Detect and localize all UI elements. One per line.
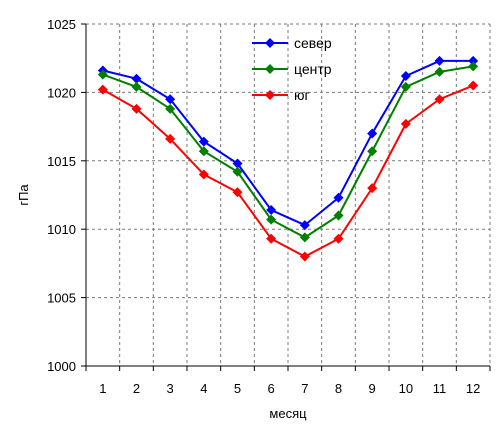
series-2-point <box>367 183 378 194</box>
axes <box>81 23 491 371</box>
series-0-point <box>367 128 378 139</box>
x-tick-label: 3 <box>167 381 174 396</box>
series-2-point <box>97 84 108 95</box>
x-tick-labels: 1 2 3 4 5 6 7 8 9 10 11 12 <box>99 381 480 396</box>
series-0-point <box>131 73 142 84</box>
series-0-point <box>400 70 411 81</box>
series-0-point <box>165 94 176 105</box>
series-1-point <box>266 214 277 225</box>
series-2-point <box>400 118 411 129</box>
y-tick-label: 1000 <box>47 359 76 374</box>
series-line-1 <box>102 65 474 239</box>
x-tick-label: 1 <box>99 381 106 396</box>
series-1-point <box>434 66 445 77</box>
series-0-point <box>434 55 445 66</box>
series-1-point <box>131 81 142 92</box>
series-group <box>97 55 479 262</box>
x-tick-label: 2 <box>133 381 140 396</box>
y-tick-label: 1010 <box>47 222 76 237</box>
series-2-point <box>198 169 209 180</box>
x-tick-label: 12 <box>466 381 480 396</box>
series-1-point <box>367 146 378 157</box>
series-2-point <box>131 103 142 114</box>
series-0-point <box>299 220 310 231</box>
x-tick-label: 6 <box>268 381 275 396</box>
series-2-point <box>434 94 445 105</box>
series-2-point <box>232 187 243 198</box>
series-1-point <box>165 103 176 114</box>
series-1-point <box>468 61 479 72</box>
x-tick-label: 7 <box>301 381 308 396</box>
y-axis-label: гПа <box>16 184 31 206</box>
series-0-point <box>468 55 479 66</box>
series-line-2 <box>102 84 474 258</box>
series-0-point <box>333 192 344 203</box>
x-tick-label: 4 <box>200 381 207 396</box>
y-tick-labels: 1000 1005 1010 1015 1020 1025 <box>47 17 76 374</box>
legend-label-1: центр <box>294 61 332 77</box>
legend-marker-1 <box>265 64 275 74</box>
series-2-point <box>333 233 344 244</box>
x-tick-label: 8 <box>335 381 342 396</box>
x-tick-label: 11 <box>433 381 447 396</box>
series-0-point <box>232 158 243 169</box>
y-tick-label: 1020 <box>47 85 76 100</box>
legend-marker-2 <box>265 90 275 100</box>
series-1-point <box>198 146 209 157</box>
x-tick-label: 10 <box>399 381 413 396</box>
grid-lines <box>86 23 491 366</box>
series-2-point <box>299 251 310 262</box>
series-line-0 <box>102 59 474 227</box>
series-0-point <box>266 205 277 216</box>
series-2-point <box>468 80 479 91</box>
x-tick-label: 5 <box>234 381 241 396</box>
legend: север центр юг <box>252 35 332 103</box>
legend-label-2: юг <box>294 87 310 103</box>
series-1-point <box>299 232 310 243</box>
x-axis-label: месяц <box>269 406 307 421</box>
y-tick-label: 1005 <box>47 291 76 306</box>
y-tick-label: 1015 <box>47 154 76 169</box>
series-1-point <box>232 166 243 177</box>
legend-label-0: север <box>294 35 332 51</box>
series-1-point <box>97 69 108 80</box>
series-1-point <box>333 210 344 221</box>
y-tick-label: 1025 <box>47 17 76 32</box>
series-1-point <box>400 81 411 92</box>
series-2-point <box>266 233 277 244</box>
x-tick-label: 9 <box>369 381 376 396</box>
series-0-point <box>198 136 209 147</box>
legend-marker-0 <box>265 38 275 48</box>
series-2-point <box>165 133 176 144</box>
